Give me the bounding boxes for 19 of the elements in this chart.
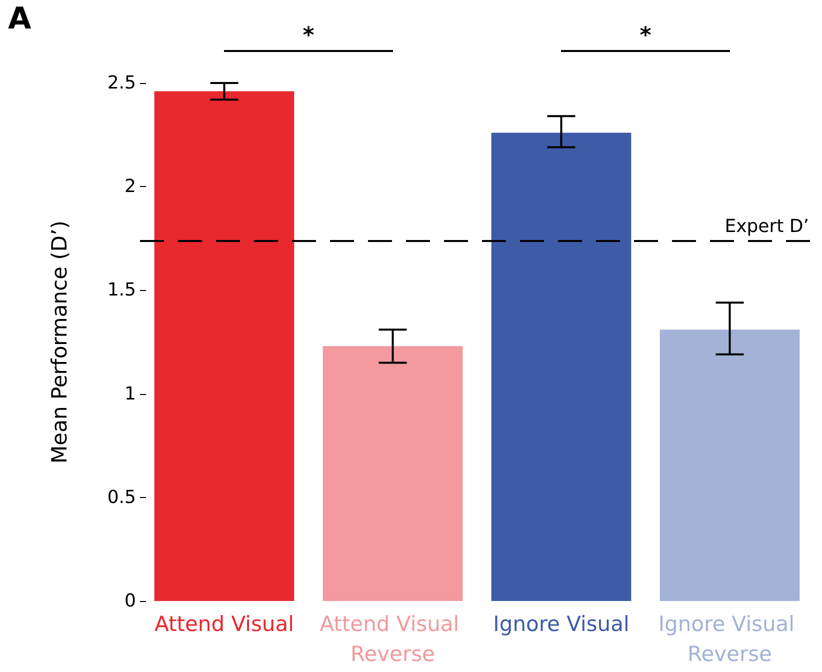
y-tick-label: 0.5 bbox=[107, 486, 136, 508]
bar bbox=[660, 330, 800, 601]
bar bbox=[491, 132, 632, 601]
x-tick-label: Ignore Visual Reverse bbox=[658, 612, 802, 666]
bar bbox=[322, 346, 463, 601]
x-tick-label: Ignore Visual bbox=[493, 612, 630, 636]
x-tick-label: Attend Visual bbox=[154, 612, 294, 636]
text: * bbox=[302, 24, 315, 48]
y-tick-label: 2 bbox=[124, 176, 136, 198]
x-tick-label: Attend Visual Reverse bbox=[320, 612, 466, 666]
y-axis-title: Mean Performance (D’) bbox=[48, 220, 72, 464]
ref-line-label: Expert D’ bbox=[724, 216, 809, 237]
y-tick-label: 1.5 bbox=[107, 280, 136, 301]
y-tick-label: 2.5 bbox=[107, 72, 136, 94]
text: A bbox=[8, 2, 32, 36]
text: * bbox=[640, 24, 652, 48]
y-tick-label: 1 bbox=[124, 383, 136, 404]
bar bbox=[154, 91, 294, 601]
y-tick-label: 0 bbox=[124, 590, 136, 612]
